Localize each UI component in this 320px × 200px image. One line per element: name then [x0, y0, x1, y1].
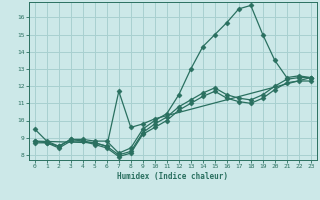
X-axis label: Humidex (Indice chaleur): Humidex (Indice chaleur): [117, 172, 228, 181]
